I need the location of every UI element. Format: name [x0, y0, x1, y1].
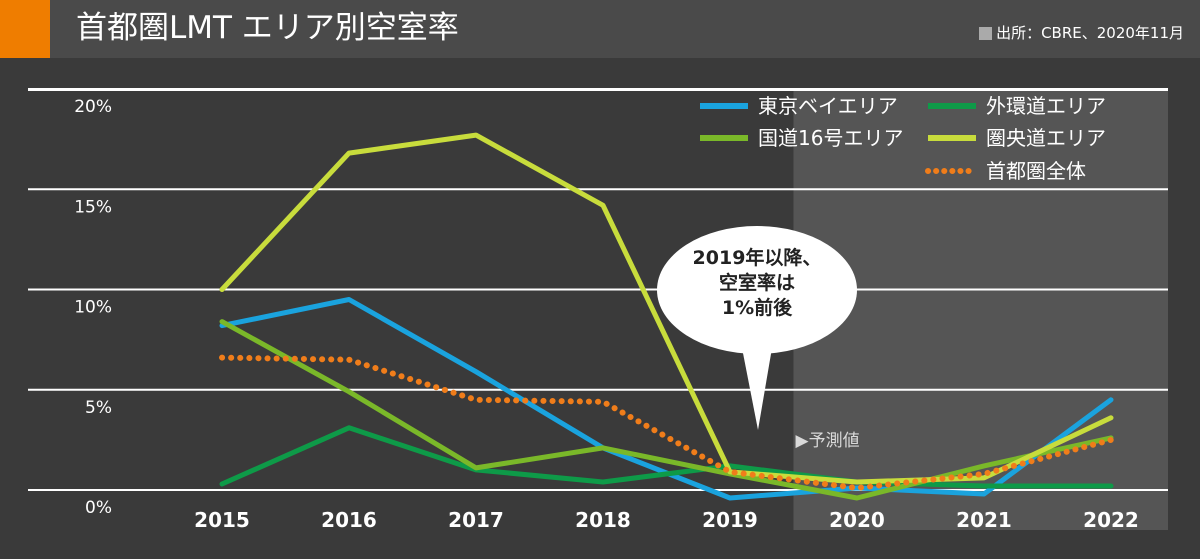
series-line-2	[219, 425, 1114, 489]
x-tick-label: 2017	[448, 508, 504, 532]
source-text: 出所：CBRE、2020年11月	[996, 24, 1184, 42]
y-tick-label: 5%	[85, 398, 112, 418]
series-line-5	[219, 354, 1114, 491]
legend-label: 首都圏全体	[986, 159, 1086, 183]
title-bar: 首都圏LMT エリア別空室率 出所：CBRE、2020年11月	[0, 0, 1200, 58]
y-tick-label: 0%	[85, 498, 112, 518]
y-axis-ticks: 0% 5% 10% 15% 20%	[74, 97, 112, 518]
legend-label: 外環道エリア	[986, 94, 1106, 118]
x-tick-label: 2015	[194, 508, 250, 532]
legend-label: 東京ベイエリア	[758, 94, 898, 118]
x-tick-label: 2018	[575, 508, 631, 532]
x-tick-label: 2022	[1083, 508, 1139, 532]
x-tick-label: 2021	[956, 508, 1012, 532]
series-line-3	[219, 319, 1114, 501]
series-lines	[219, 132, 1114, 501]
y-tick-label: 15%	[74, 197, 112, 217]
legend-label: 国道16号エリア	[758, 126, 903, 150]
square-icon	[979, 26, 993, 40]
callout-text-line: 1%前後	[722, 296, 793, 319]
series-line-4	[219, 132, 1114, 485]
callout-text-line: 2019年以降、	[693, 246, 822, 269]
source-note: 出所：CBRE、2020年11月	[979, 22, 1184, 44]
legend-label: 圏央道エリア	[986, 126, 1106, 150]
x-tick-label: 2019	[702, 508, 758, 532]
forecast-region	[793, 90, 1168, 530]
x-tick-label: 2020	[829, 508, 885, 532]
chart-title: 首都圏LMT エリア別空室率	[76, 10, 459, 46]
callout-shape	[657, 226, 857, 354]
x-tick-label: 2016	[321, 508, 377, 532]
callout-tail	[742, 348, 772, 430]
accent-block	[0, 0, 50, 58]
y-tick-label: 10%	[74, 298, 112, 318]
callout-text-line: 空室率は	[719, 271, 795, 294]
x-axis-ticks: 2015 2016 2017 2018 2019 2020 2021 2022	[194, 508, 1139, 532]
gridlines	[28, 88, 1168, 491]
forecast-label: ▶予測値	[796, 431, 860, 451]
y-tick-label: 20%	[74, 97, 112, 117]
